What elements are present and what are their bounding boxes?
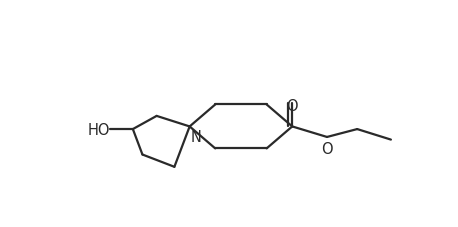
Text: N: N — [191, 129, 202, 144]
Text: HO: HO — [87, 122, 110, 137]
Text: O: O — [286, 98, 298, 113]
Text: O: O — [321, 142, 333, 157]
